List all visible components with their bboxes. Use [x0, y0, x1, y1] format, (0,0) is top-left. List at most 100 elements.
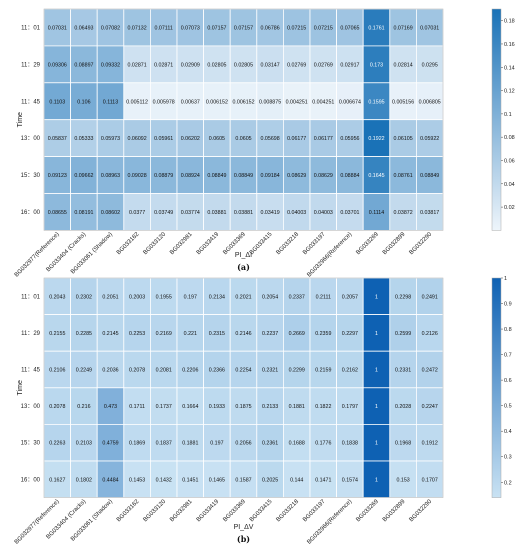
heatmap-cell	[203, 156, 231, 194]
colorbar-tick-label: 1	[504, 276, 507, 282]
cell-value-label: 0.0605	[235, 136, 251, 142]
colorbar-tick-label: 0.08	[504, 135, 515, 141]
cell-value-label: 0.2078	[129, 368, 145, 374]
cell-value-label: 0.2056	[235, 441, 251, 447]
heatmap-cell	[229, 45, 258, 84]
cell-value-label: 0.2054	[262, 294, 278, 300]
heatmap-cell	[282, 314, 311, 352]
heatmap-cell	[96, 119, 125, 157]
colorbar-tick-label: 0.04	[504, 182, 515, 188]
heatmap-cell	[203, 82, 231, 121]
heatmap-cell	[96, 45, 125, 84]
heatmap-cell	[389, 119, 417, 157]
x-axis-label: PI_ΔI	[235, 252, 252, 259]
cell-value-label: 0.1869	[129, 441, 145, 447]
column-tick-label: BG033369	[222, 498, 247, 523]
row-tick-label: 13：00	[21, 136, 41, 142]
heatmap-cell	[123, 387, 151, 425]
cell-value-label: 0.2359	[315, 331, 331, 337]
cell-value-label: 0.2126	[422, 331, 438, 337]
cell-value-label: 0.06105	[394, 136, 413, 142]
heatmap-cell	[149, 423, 178, 462]
colorbar	[491, 8, 502, 231]
heatmap-cell	[256, 387, 284, 425]
cell-value-label: 0.08884	[340, 173, 359, 179]
colorbar-tick-label: 0.6	[504, 378, 512, 384]
heatmap-cell	[123, 314, 151, 352]
heatmap-cell	[203, 460, 231, 498]
cell-value-label: 0.07132	[128, 25, 147, 31]
heatmap-cell	[70, 277, 98, 315]
cell-value-label: 0.1103	[49, 99, 65, 105]
column-tick-label: BG032981	[169, 231, 194, 256]
cell-value-label: 0.07031	[48, 25, 67, 31]
cell-value-label: 0.1875	[235, 404, 251, 410]
column-tick-label: BG032899	[382, 498, 407, 523]
cell-value-label: 0.03701	[340, 210, 359, 216]
cell-value-label: 0.06177	[314, 136, 333, 142]
cell-value-label: 0.1968	[395, 441, 411, 447]
heatmap-cell	[70, 193, 98, 231]
heatmap-cell	[176, 350, 205, 389]
heatmap-cell	[282, 82, 311, 121]
cell-value-label: 0.1453	[129, 477, 145, 483]
heatmap-cell	[415, 314, 444, 352]
cell-value-label: 0.2081	[156, 368, 172, 374]
row-tick-label: 11：01	[21, 294, 41, 300]
column-tick-label: BG032899	[382, 231, 407, 256]
heatmap-cell	[336, 193, 364, 231]
cell-value-label: 0.07157	[207, 25, 226, 31]
heatmap-cell	[203, 423, 231, 462]
column-tick-label: BG033162	[116, 498, 141, 523]
heatmap-pi-delta-i: 0.07031 0.06493 0.07082 0.07132 0.07111 0.070…	[14, 8, 515, 279]
heatmap-cell	[362, 350, 391, 389]
cell-value-label: 0.1802	[76, 477, 92, 483]
heatmap-cell	[96, 314, 125, 352]
heatmap-cell	[229, 277, 258, 315]
cell-value-label: 0.02805	[234, 62, 253, 68]
cell-value-label: 0.1595	[368, 99, 384, 105]
column-tick-label: BG033269	[355, 231, 380, 256]
cell-value-label: 0.03817	[420, 210, 439, 216]
cell-value-label: 0.0605	[209, 136, 225, 142]
cell-value-label: 0.2111	[316, 294, 331, 300]
cell-value-label: 0.2297	[342, 331, 358, 337]
cell-value-label: 0.2021	[235, 294, 251, 300]
cell-value-label: 0.03774	[181, 210, 200, 216]
heatmap-cell	[96, 350, 125, 389]
cell-value-label: 0.2155	[49, 331, 65, 337]
heatmap-cell	[123, 423, 151, 462]
cell-value-label: 0.08761	[394, 173, 413, 179]
heatmap-cell	[149, 45, 178, 84]
cell-value-label: 0.08655	[48, 210, 67, 216]
cell-value-label: 0.004251	[312, 99, 334, 105]
heatmap-cell	[415, 156, 444, 194]
colorbar	[491, 277, 502, 498]
cell-value-label: 0.1451	[182, 477, 198, 483]
column-tick-label: BG033197	[302, 231, 327, 256]
heatmap-cell	[123, 193, 151, 231]
cell-value-label: 0.02805	[207, 62, 226, 68]
cell-value-label: 0.2491	[422, 294, 438, 300]
heatmap-cell	[96, 423, 125, 462]
column-tick-label: BG033269	[355, 498, 380, 523]
colorbar-tick-label: 0.8	[504, 327, 512, 333]
cell-value-label: 0.02769	[287, 62, 306, 68]
cell-value-label: 0.1761	[368, 25, 384, 31]
cell-value-label: 0.2078	[49, 404, 65, 410]
cell-value-label: 0.03147	[261, 62, 280, 68]
cell-value-label: 0.1737	[156, 404, 172, 410]
cell-value-label: 0.1912	[422, 441, 438, 447]
heatmap-cell	[362, 193, 391, 231]
cell-value-label: 0.08849	[420, 173, 439, 179]
cell-value-label: 0.2253	[129, 331, 145, 337]
column-tick-label: BG033162	[116, 231, 141, 256]
row-tick-label: 16：00	[21, 210, 41, 216]
cell-value-label: 0.2145	[102, 331, 118, 337]
heatmap-cell	[256, 423, 284, 462]
cell-value-label: 0.1574	[342, 477, 358, 483]
heatmap-cell	[96, 193, 125, 231]
y-axis-label: Time	[17, 112, 24, 127]
cell-value-label: 0.1838	[342, 441, 358, 447]
heatmap-cell	[229, 314, 258, 352]
